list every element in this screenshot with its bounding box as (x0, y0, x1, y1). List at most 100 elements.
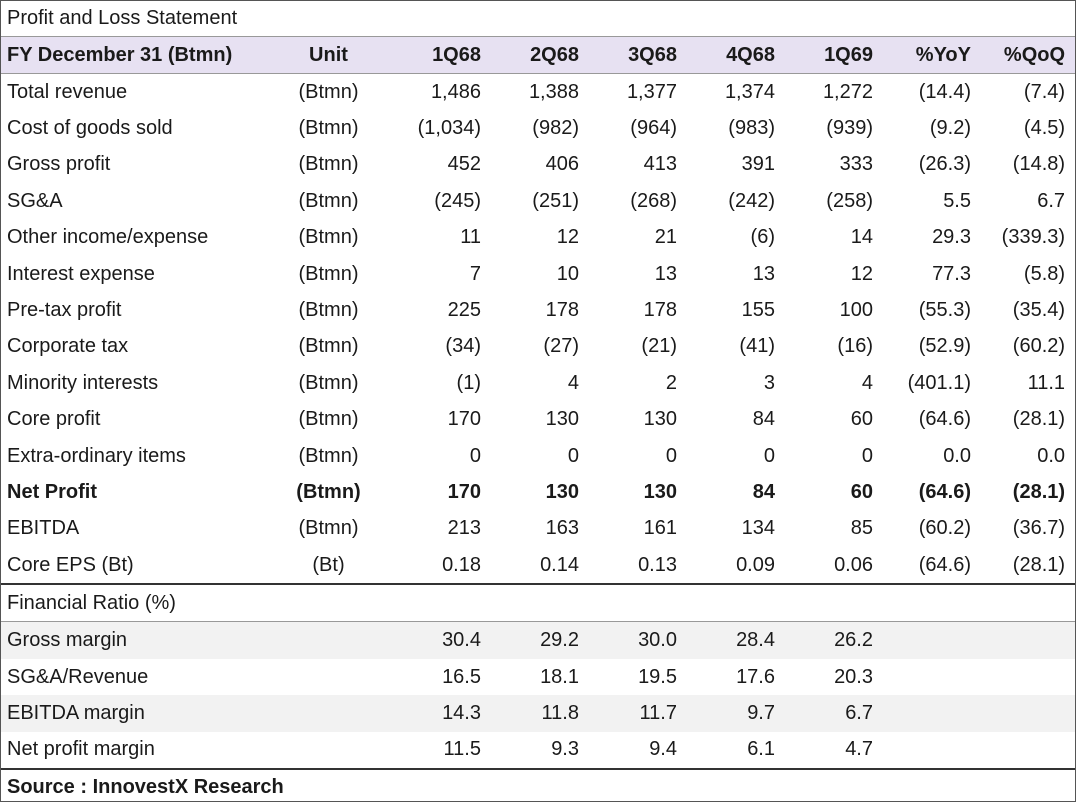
row-label: Total revenue (7, 80, 128, 103)
row-yoy: (401.1) (907, 371, 971, 394)
row-value: (982) (532, 117, 579, 140)
row-value: (1) (456, 371, 481, 394)
table-row: Core EPS (Bt) (Bt) 0.18 0.14 0.13 0.09 0.06 (64… (1, 547, 1075, 584)
ratio-row: EBITDA margin 14.3 11.8 11.7 9.7 6.7 (1, 695, 1076, 732)
row-yoy: 0.0 (943, 444, 971, 467)
ratio-yoy-empty (883, 732, 981, 769)
row-value: 130 (643, 480, 677, 503)
header-period: 3Q68 (589, 36, 687, 74)
row-unit: (Btmn) (298, 444, 359, 467)
row-value: 130 (545, 408, 579, 431)
row-value: 130 (545, 480, 579, 503)
ratio-value: 11.7 (589, 695, 687, 732)
row-label: EBITDA (7, 517, 80, 540)
row-value: 14 (850, 226, 873, 249)
row-value: 7 (469, 262, 481, 285)
row-yoy: (60.2) (918, 517, 971, 540)
ratio-unit-empty (281, 695, 376, 732)
row-unit: (Btmn) (298, 335, 359, 358)
row-yoy: (64.6) (918, 480, 971, 503)
row-qoq: (14.8) (1012, 153, 1066, 176)
row-value: 333 (839, 153, 873, 176)
row-value: (6) (750, 226, 775, 249)
row-value: 155 (741, 299, 775, 322)
row-unit: (Btmn) (298, 299, 359, 322)
row-value: 60 (850, 408, 873, 431)
table-row: SG&A (Btmn) (245) (251) (268) (242) (258) 5.5 6.… (1, 183, 1075, 219)
row-value: 85 (850, 517, 873, 540)
row-value: (258) (826, 189, 873, 212)
row-value: 0 (469, 444, 481, 467)
table-row: Corporate tax (Btmn) (34) (27) (21) (41) (16) (… (1, 329, 1075, 365)
ratio-value: 20.3 (834, 665, 873, 688)
row-value: (21) (641, 335, 677, 358)
ratio-unit-empty (281, 621, 376, 659)
row-yoy: 77.3 (932, 262, 971, 285)
table-title: Profit and Loss Statement (1, 1, 1076, 37)
row-qoq: (36.7) (1012, 517, 1066, 540)
row-unit: (Btmn) (298, 408, 359, 431)
table-row: Interest expense (Btmn) 7 10 13 13 12 77.3 (5.8) (1, 256, 1075, 292)
row-value: 84 (752, 480, 775, 503)
row-value: 4 (861, 371, 873, 394)
table-row: Pre-tax profit (Btmn) 225 178 178 155 100 (55.3… (1, 292, 1075, 328)
row-value: (1,034) (417, 117, 481, 140)
row-value: 391 (741, 153, 775, 176)
ratio-section-title: Financial Ratio (%) (1, 583, 1076, 623)
row-value: (268) (630, 189, 677, 212)
row-value: 170 (447, 408, 481, 431)
row-value: 3 (763, 371, 775, 394)
row-value: 406 (545, 153, 579, 176)
row-value: 178 (545, 299, 579, 322)
row-label: Pre-tax profit (7, 299, 122, 322)
ratio-yoy-empty (883, 659, 981, 695)
row-value: (27) (543, 335, 579, 358)
header-period: 4Q68 (687, 36, 785, 74)
ratio-value: 6.7 (785, 695, 883, 732)
row-qoq: (28.1) (1012, 408, 1066, 431)
table-row: EBITDA (Btmn) 213 163 161 134 85 (60.2) (36.7) (1, 511, 1075, 547)
row-label: Cost of goods sold (7, 117, 173, 140)
row-qoq: (339.3) (1001, 226, 1066, 249)
row-value: 2 (665, 371, 677, 394)
row-unit: (Btmn) (298, 517, 359, 540)
ratio-row: SG&A/Revenue 16.5 18.1 19.5 17.6 20.3 (1, 659, 1075, 695)
row-qoq: (5.8) (1023, 262, 1066, 285)
row-qoq: (4.5) (1023, 117, 1066, 140)
row-label: Core EPS (Bt) (7, 553, 134, 576)
row-value: 1,272 (822, 80, 873, 103)
row-value: 13 (752, 262, 775, 285)
row-value: (245) (434, 189, 481, 212)
ratio-row: Net profit margin 11.5 9.3 9.4 6.1 4.7 (1, 732, 1075, 769)
table-row: Gross profit (Btmn) 452 406 413 391 333 (26.3) (… (1, 147, 1075, 183)
row-value: 100 (839, 299, 873, 322)
table-row: Net Profit (Btmn) 170 130 130 84 60 (64.6) (28.1… (1, 474, 1075, 510)
row-value: 178 (643, 299, 677, 322)
row-value: 12 (850, 262, 873, 285)
row-value: (34) (445, 335, 481, 358)
row-value: 4 (567, 371, 579, 394)
row-value: (16) (837, 335, 873, 358)
row-value: 130 (643, 408, 677, 431)
row-label: Net Profit (7, 480, 97, 503)
ratio-value: 11.5 (443, 738, 481, 761)
row-label: Extra-ordinary items (7, 444, 186, 467)
row-value: 1,486 (430, 80, 481, 103)
row-qoq: (60.2) (1012, 335, 1066, 358)
row-value: (983) (728, 117, 775, 140)
ratio-value: 9.4 (649, 738, 677, 761)
ratio-value: 29.2 (491, 621, 589, 659)
row-qoq: (35.4) (1012, 299, 1066, 322)
row-qoq: 0.0 (1037, 444, 1066, 467)
ratio-yoy-empty (883, 621, 981, 659)
row-value: 0.18 (442, 553, 481, 576)
header-yoy: %YoY (883, 36, 981, 74)
row-unit: (Btmn) (298, 117, 359, 140)
row-value: 0.14 (540, 553, 579, 576)
row-value: 225 (447, 299, 481, 322)
row-value: 134 (741, 517, 775, 540)
row-unit: (Btmn) (298, 226, 359, 249)
row-yoy: (52.9) (918, 335, 971, 358)
